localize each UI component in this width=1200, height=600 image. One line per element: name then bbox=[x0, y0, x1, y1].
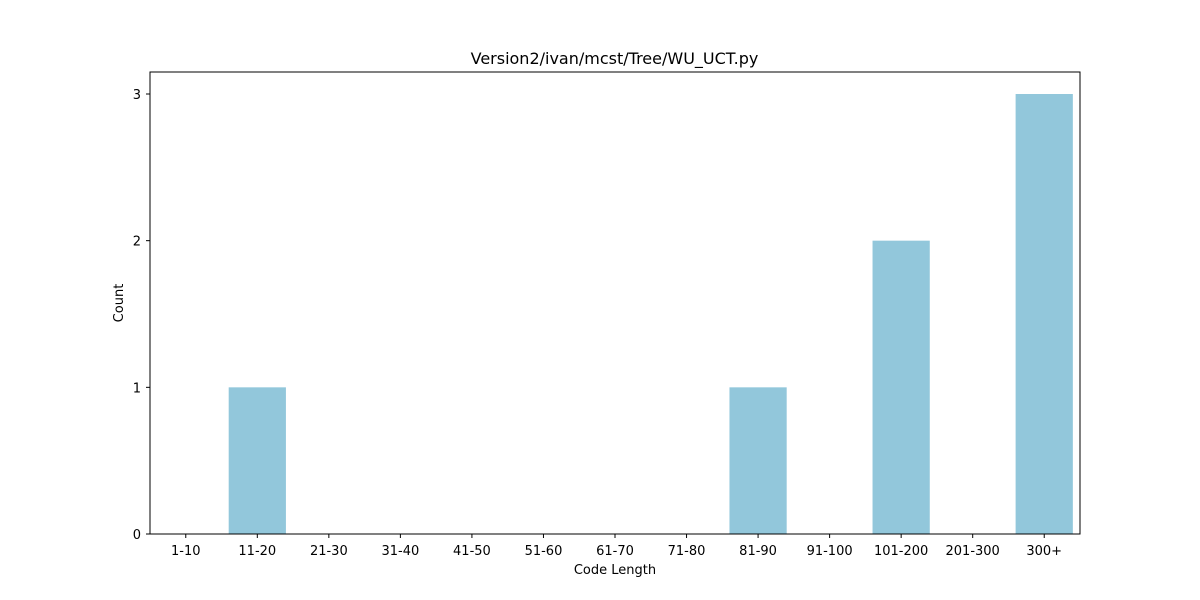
plot-frame bbox=[149, 71, 1081, 535]
x-tick-label: 21-30 bbox=[310, 544, 348, 559]
x-tick-label: 91-100 bbox=[807, 544, 853, 559]
chart-title: Version2/ivan/mcst/Tree/WU_UCT.py bbox=[471, 49, 759, 69]
bar-101-200 bbox=[872, 240, 930, 534]
x-tick-label: 11-20 bbox=[238, 544, 276, 559]
y-axis-label: Count bbox=[112, 284, 127, 323]
x-tick-label: 81-90 bbox=[739, 544, 777, 559]
x-tick-label: 61-70 bbox=[596, 544, 634, 559]
x-tick-label: 41-50 bbox=[453, 544, 491, 559]
x-axis-label: Code Length bbox=[574, 563, 656, 578]
y-tick-label: 0 bbox=[133, 528, 141, 543]
bar-81-90 bbox=[729, 387, 787, 534]
y-tick-label: 2 bbox=[133, 235, 141, 250]
x-tick-label: 201-300 bbox=[946, 544, 1000, 559]
x-tick-label: 1-10 bbox=[171, 544, 201, 559]
bar-300+ bbox=[1015, 94, 1073, 534]
y-tick-label: 3 bbox=[133, 88, 141, 103]
x-tick-label: 300+ bbox=[1026, 544, 1062, 559]
x-tick-label: 51-60 bbox=[525, 544, 563, 559]
x-tick-label: 101-200 bbox=[874, 544, 928, 559]
x-axis: 1-10 11-20 21-30 31-40 41-50 51-60 61-70 71-80 8… bbox=[171, 534, 1062, 559]
y-tick-label: 1 bbox=[133, 381, 141, 396]
x-tick-label: 31-40 bbox=[381, 544, 419, 559]
bars-layer bbox=[228, 94, 1073, 534]
y-axis: 0 1 2 3 bbox=[133, 88, 150, 543]
bar-11-20 bbox=[228, 387, 286, 534]
x-tick-label: 71-80 bbox=[668, 544, 706, 559]
